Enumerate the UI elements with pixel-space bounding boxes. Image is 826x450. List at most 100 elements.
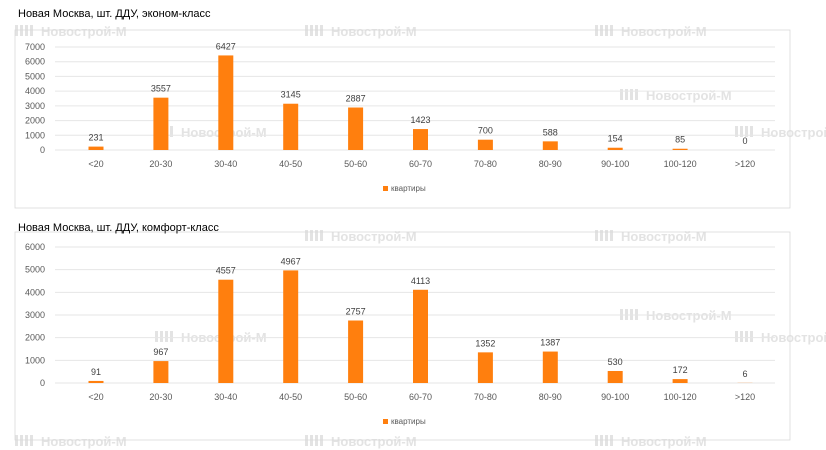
bar — [542, 141, 558, 150]
x-tick-label: 20-30 — [149, 392, 172, 402]
watermark: Новострой-М — [15, 24, 127, 39]
watermark: Новострой-М — [305, 229, 417, 244]
y-tick-label: 5000 — [25, 265, 45, 275]
watermark: Новострой-М — [155, 125, 267, 140]
watermark: Новострой-М — [595, 229, 707, 244]
watermark-logo-icon — [610, 435, 613, 446]
x-tick-label: 80-90 — [539, 159, 562, 169]
y-tick-label: 2000 — [25, 333, 45, 343]
data-label: 588 — [543, 127, 558, 137]
data-label: 6 — [742, 369, 747, 379]
x-tick-label: 80-90 — [539, 392, 562, 402]
bar — [542, 351, 558, 383]
chart-frame — [14, 29, 791, 209]
watermark-logo-icon — [320, 230, 323, 241]
watermark: Новострой-М — [305, 434, 417, 449]
data-label: 231 — [88, 133, 103, 143]
data-label: 6427 — [216, 41, 236, 51]
watermark-logo-icon — [320, 435, 323, 446]
watermark-text: Новострой-М — [761, 125, 826, 140]
watermark-text: Новострой-М — [331, 24, 417, 39]
legend-swatch — [383, 186, 388, 191]
watermark-logo-icon — [310, 25, 313, 36]
watermark: Новострой-М — [595, 24, 707, 39]
watermark-logo-icon — [595, 230, 598, 241]
y-tick-label: 1000 — [25, 130, 45, 140]
y-tick-label: 2000 — [25, 116, 45, 126]
y-tick-label: 4000 — [25, 86, 45, 96]
watermark-logo-icon — [740, 126, 743, 137]
bar — [283, 270, 299, 383]
x-tick-label: 100-120 — [664, 392, 697, 402]
watermark-logo-icon — [170, 331, 173, 342]
watermark-logo-icon — [605, 25, 608, 36]
watermark-logo-icon — [595, 25, 598, 36]
watermark-logo-icon — [610, 25, 613, 36]
watermark: Новострой-М — [305, 24, 417, 39]
bar — [153, 361, 169, 383]
watermark: Новострой-М — [15, 434, 127, 449]
data-label: 1352 — [475, 338, 495, 348]
y-tick-label: 1000 — [25, 355, 45, 365]
data-label: 4967 — [281, 256, 301, 266]
x-tick-label: <20 — [88, 392, 103, 402]
watermark-logo-icon — [750, 331, 753, 342]
bar — [413, 289, 428, 383]
data-label: 1423 — [410, 115, 430, 125]
watermark-logo-icon — [310, 230, 313, 241]
y-tick-label: 4000 — [25, 287, 45, 297]
watermark-text: Новострой-М — [331, 434, 417, 449]
watermark-text: Новострой-М — [621, 434, 707, 449]
data-label: 3557 — [151, 84, 171, 94]
x-tick-label: 70-80 — [474, 392, 497, 402]
watermark-text: Новострой-М — [761, 330, 826, 345]
watermark-logo-icon — [620, 89, 623, 100]
bar — [348, 107, 364, 150]
bar — [153, 97, 169, 150]
x-tick-label: <20 — [88, 159, 103, 169]
data-label: 967 — [153, 347, 168, 357]
watermark-logo-icon — [15, 25, 18, 36]
bar — [218, 279, 234, 383]
x-tick-label: >120 — [735, 392, 755, 402]
watermark-logo-icon — [305, 435, 308, 446]
watermark-text: Новострой-М — [41, 434, 127, 449]
data-label: 0 — [742, 136, 747, 146]
watermark-logo-icon — [25, 435, 28, 446]
x-tick-label: 40-50 — [279, 159, 302, 169]
watermark-logo-icon — [635, 89, 638, 100]
watermark-logo-icon — [30, 25, 33, 36]
data-label: 4113 — [411, 276, 430, 286]
legend-swatch — [383, 419, 388, 424]
watermark-text: Новострой-М — [41, 24, 127, 39]
x-tick-label: >120 — [735, 159, 755, 169]
chart-title: Новая Москва, шт. ДДУ, эконом-класс — [18, 8, 211, 20]
legend-label: квартиры — [391, 417, 426, 426]
watermark-logo-icon — [610, 230, 613, 241]
bar — [607, 370, 623, 383]
watermark-logo-icon — [310, 435, 313, 446]
data-label: 2757 — [346, 307, 366, 317]
legend-label: квартиры — [391, 184, 426, 193]
x-tick-label: 60-70 — [409, 159, 432, 169]
watermark: Новострой-М — [735, 330, 826, 345]
chart-1: Новая Москва, шт. ДДУ, эконом-класс 0 1000… — [14, 8, 791, 209]
chart-title: Новая Москва, шт. ДДУ, комфорт-класс — [18, 222, 219, 234]
watermark-logo-icon — [600, 25, 603, 36]
watermark-logo-icon — [315, 230, 318, 241]
watermark-logo-icon — [750, 126, 753, 137]
watermark-text: Новострой-М — [621, 24, 707, 39]
watermark-logo-icon — [595, 435, 598, 446]
data-label: 530 — [608, 357, 623, 367]
bar — [348, 320, 364, 383]
bar — [88, 380, 104, 383]
y-tick-label: 3000 — [25, 310, 45, 320]
watermark-logo-icon — [305, 230, 308, 241]
watermark: Новострой-М — [735, 125, 826, 140]
x-tick-label: 60-70 — [409, 392, 432, 402]
watermark-logo-icon — [745, 331, 748, 342]
x-tick-label: 40-50 — [279, 392, 302, 402]
y-tick-label: 3000 — [25, 101, 45, 111]
chart-frame — [14, 231, 791, 441]
y-tick-label: 7000 — [25, 42, 45, 52]
